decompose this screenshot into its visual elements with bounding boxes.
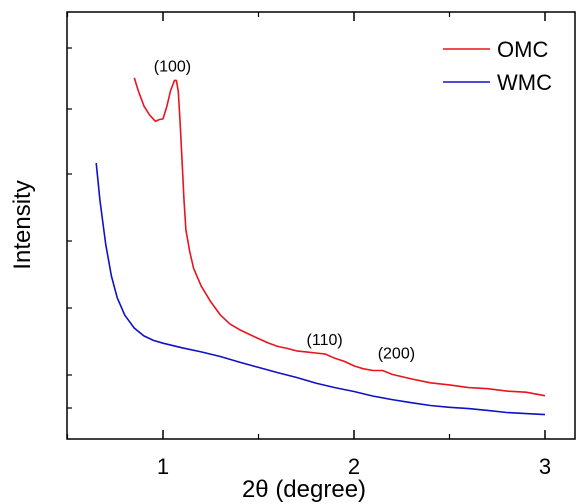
peak-label: (110) [307,332,343,349]
x-axis-title: 2θ (degree) [242,476,366,503]
peak-annotations: (100) (110) (200) [154,58,415,362]
x-tick-label: 2 [348,454,360,479]
legend-label-omc: OMC [497,37,548,62]
y-axis-title: Intensity [9,180,36,269]
peak-label: (100) [154,58,191,75]
x-tick-label: 1 [157,454,169,479]
legend-label-wmc: WMC [497,70,552,95]
axis-ticks [66,12,546,439]
plot-frame [66,11,576,440]
x-tick-labels: 1 2 3 [157,454,551,479]
legend: OMC WMC [443,37,552,95]
peak-label: (200) [378,346,415,363]
series-line-wmc [95,162,546,416]
x-tick-label: 3 [539,454,551,479]
series-line-omc [133,77,546,397]
series-lines [95,77,546,416]
